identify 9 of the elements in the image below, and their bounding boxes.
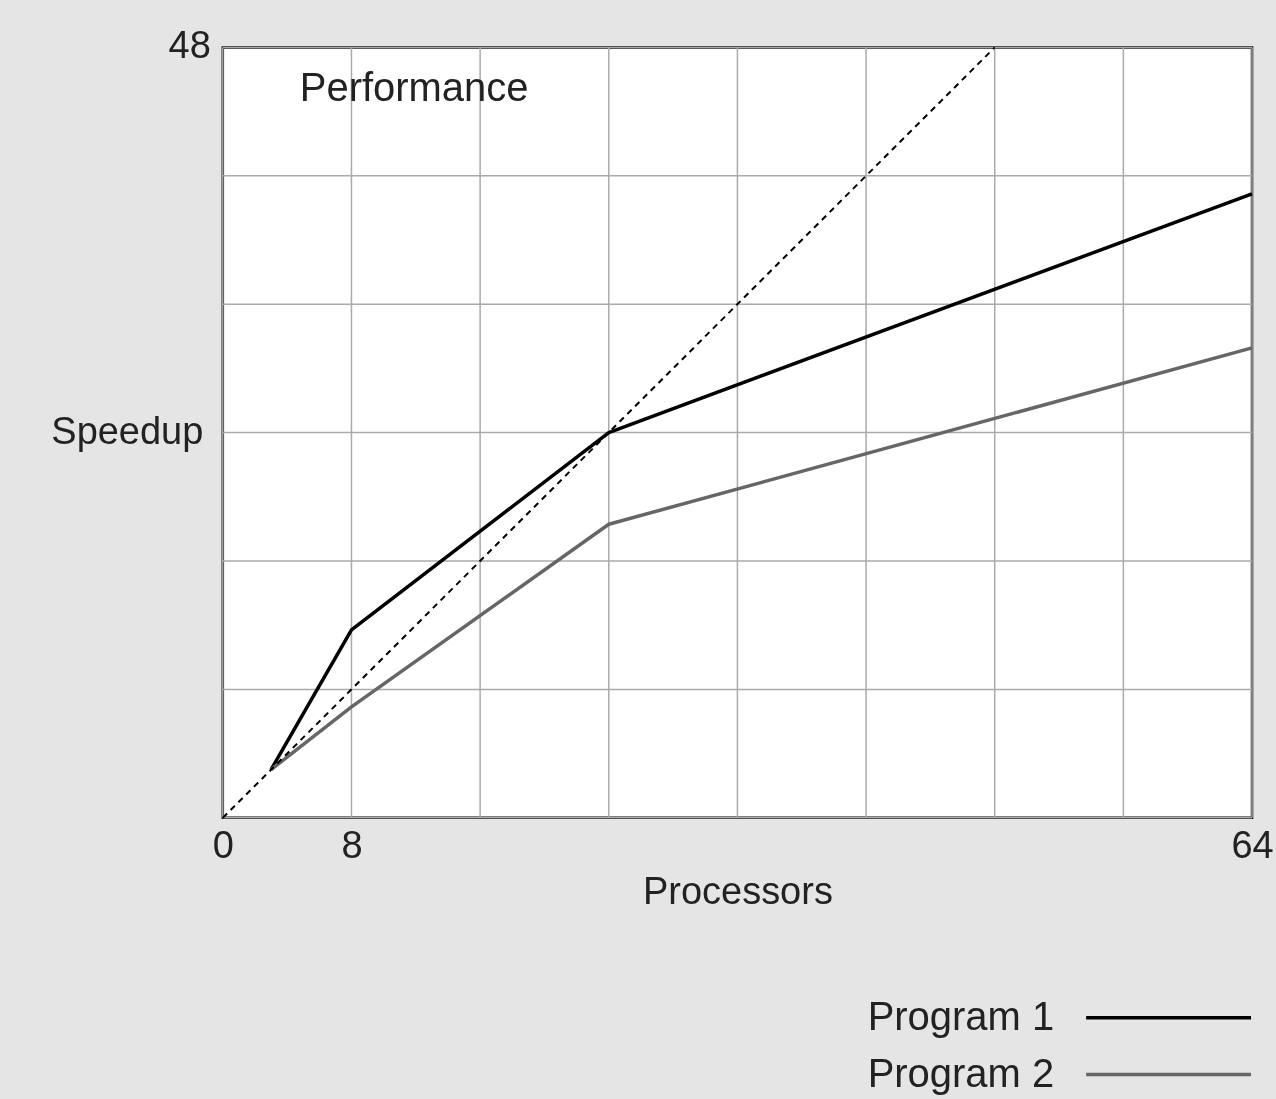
x-tick-label: 0 [212,824,234,867]
y-axis-title: Speedup [51,410,204,453]
x-axis-title: Processors [642,870,833,913]
x-tick-label: 64 [1231,824,1274,867]
legend-label: Program 2 [867,1050,1055,1095]
text: 48 [168,24,211,67]
chart-title: Performance [299,65,529,110]
legend-label: Program 1 [867,993,1055,1038]
x-tick-label: 8 [341,824,363,867]
